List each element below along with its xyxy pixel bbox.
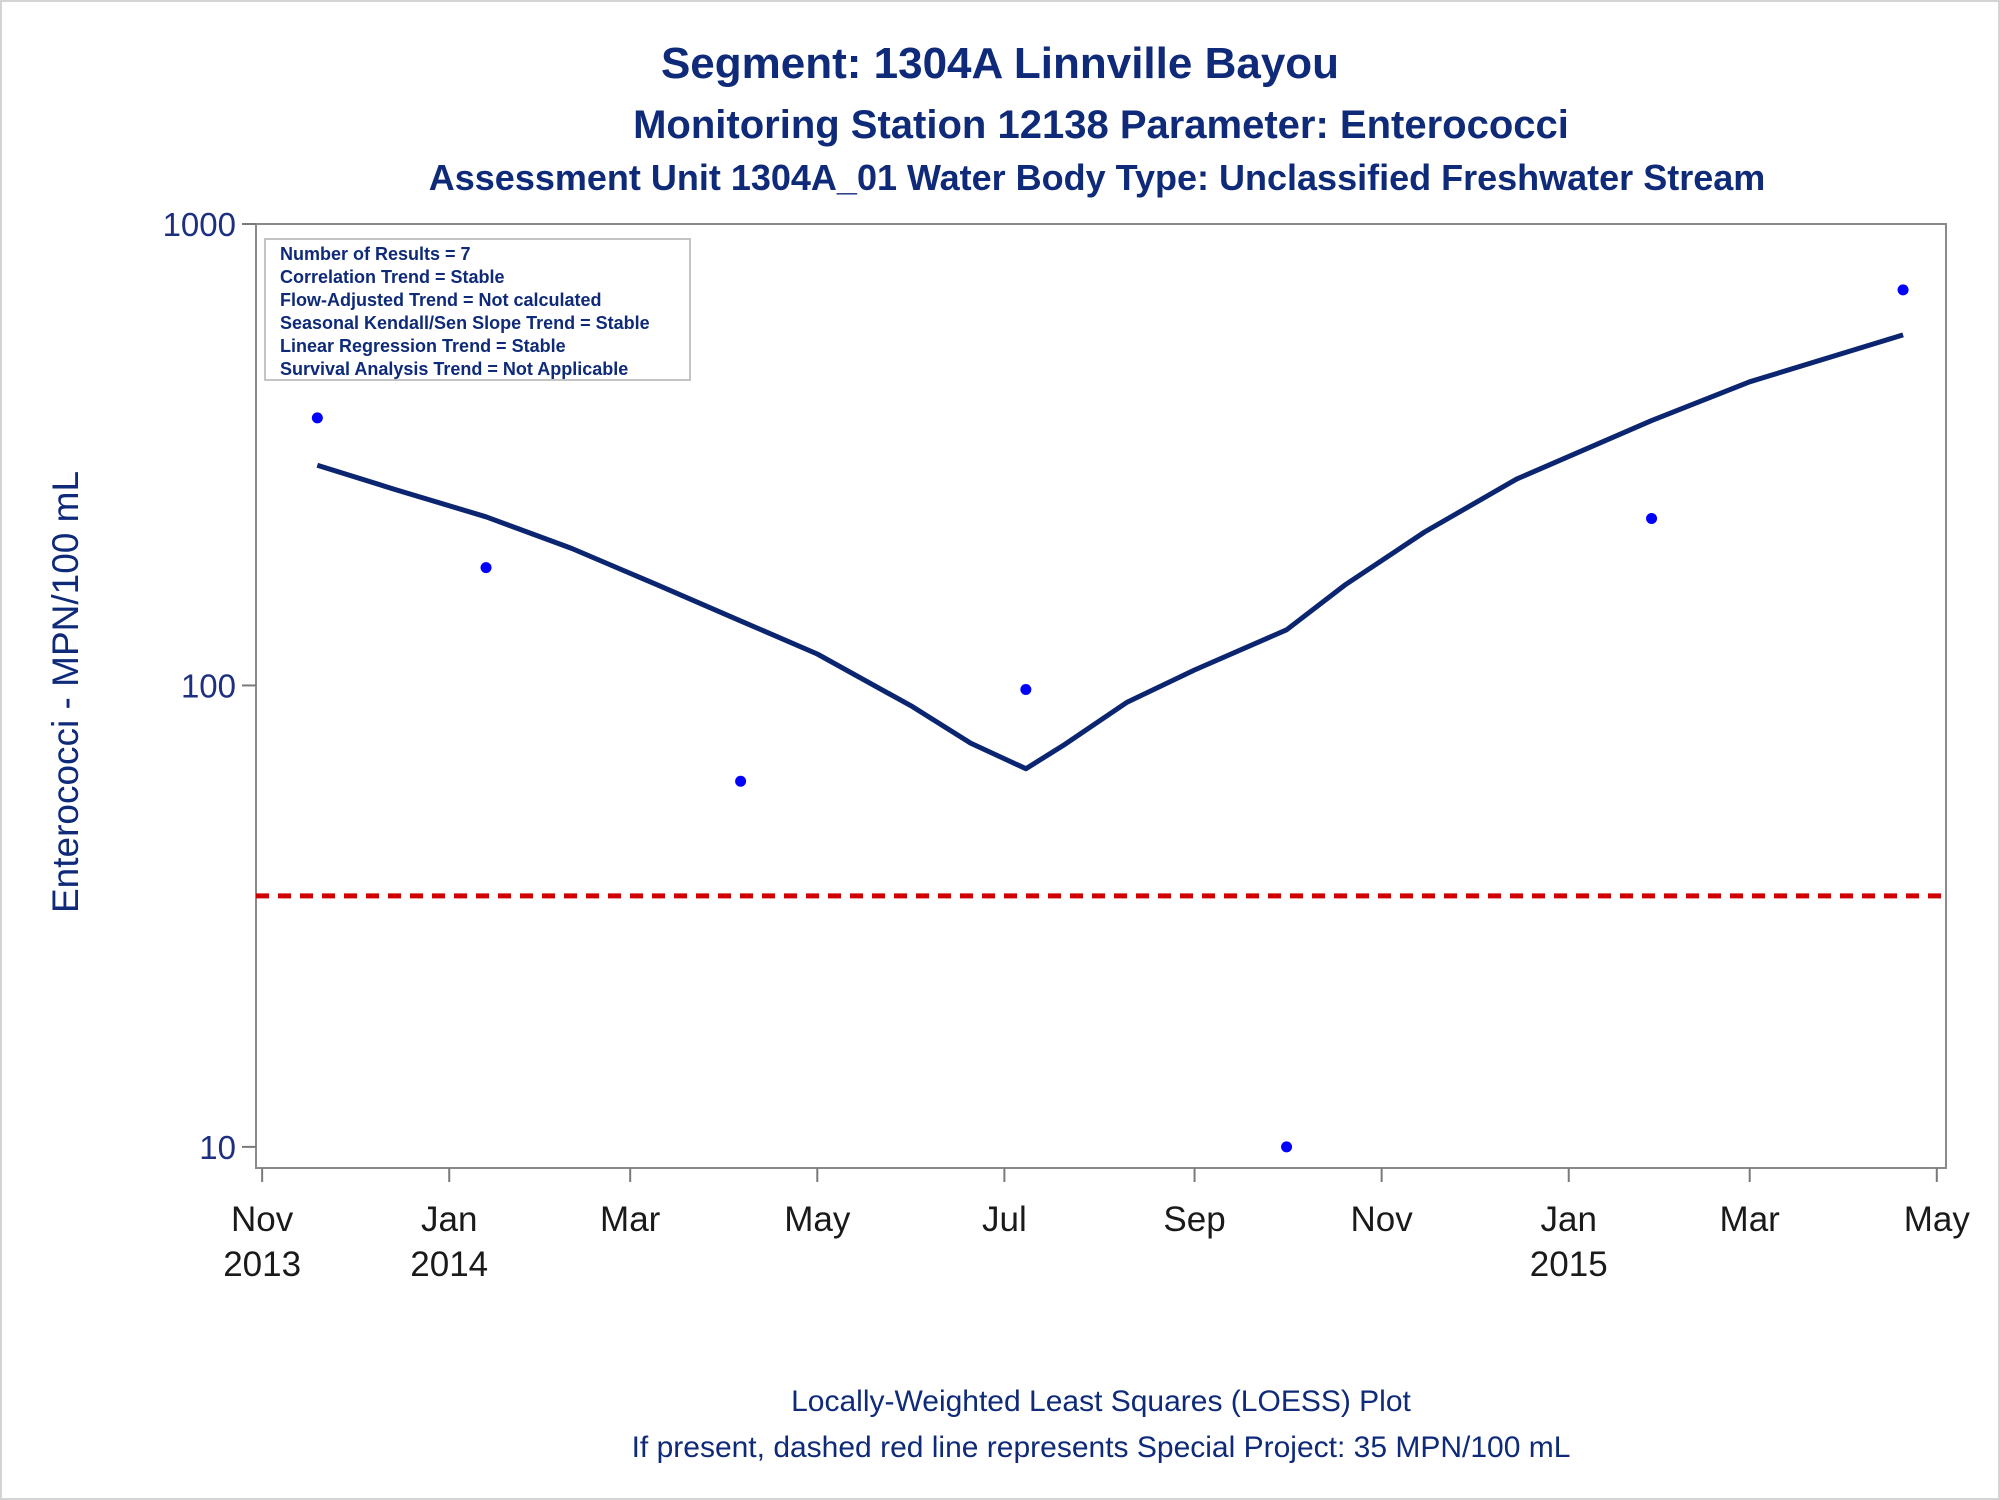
trend-info-line: Correlation Trend = Stable: [280, 267, 505, 287]
data-point: [311, 412, 323, 424]
points-layer: [311, 284, 1909, 1153]
trend-info-line: Survival Analysis Trend = Not Applicable: [280, 359, 628, 379]
trend-info-line: Seasonal Kendall/Sen Slope Trend = Stabl…: [280, 313, 650, 333]
x-tick-label: Jan: [421, 1200, 477, 1239]
trend-info-line: Number of Results = 7: [280, 244, 471, 264]
x-tick-label: May: [784, 1200, 851, 1239]
x-tick-label: Mar: [600, 1200, 661, 1239]
loess-line: [316, 332, 1904, 772]
trend-info-line: Linear Regression Trend = Stable: [280, 336, 566, 356]
chart-subtitle: Monitoring Station 12138 Parameter: Ente…: [633, 103, 1569, 147]
footnote-reference-line: If present, dashed red line represents S…: [632, 1431, 1571, 1464]
trend-info-border: [264, 238, 691, 381]
x-tick-label: Jan: [1541, 1200, 1597, 1239]
x-tick-label: Mar: [1720, 1200, 1781, 1239]
footnote-loess: Locally-Weighted Least Squares (LOESS) P…: [791, 1385, 1411, 1418]
chart-title: Segment: 1304A Linnville Bayou: [661, 39, 1339, 88]
y-axis: 10 100 1000: [163, 206, 256, 1166]
y-tick-label: 1000: [163, 206, 236, 243]
y-axis-label: Enterococci - MPN/100 mL: [45, 471, 86, 913]
x-tick-label: May: [1904, 1200, 1971, 1239]
x-tick-year-label: 2015: [1530, 1245, 1608, 1284]
loess-layer: [316, 332, 1904, 772]
x-tick-year-label: 2013: [223, 1245, 301, 1284]
chart-subtitle-2: Assessment Unit 1304A_01 Water Body Type…: [429, 157, 1766, 198]
y-tick-label: 100: [181, 667, 236, 704]
trend-info-box: Number of Results = 7 Correlation Trend …: [264, 238, 691, 381]
x-tick-label: Nov: [231, 1200, 294, 1239]
data-point: [1897, 284, 1909, 296]
data-point: [1646, 513, 1658, 525]
data-point: [480, 562, 492, 574]
x-tick-year-label: 2014: [410, 1245, 488, 1284]
data-point: [735, 775, 747, 787]
trend-info-line: Flow-Adjusted Trend = Not calculated: [280, 290, 602, 310]
plot-area: [255, 223, 1947, 1169]
x-tick-label: Sep: [1163, 1200, 1225, 1239]
x-axis: Nov 2013 Jan 2014 Mar May Jul Sep Nov Jan 2015 Mar M…: [223, 1168, 1970, 1284]
x-tick-label: Jul: [982, 1200, 1027, 1239]
y-tick-label: 10: [199, 1129, 236, 1166]
data-point: [1020, 683, 1032, 695]
data-point: [1281, 1141, 1293, 1153]
x-tick-label: Nov: [1351, 1200, 1414, 1239]
